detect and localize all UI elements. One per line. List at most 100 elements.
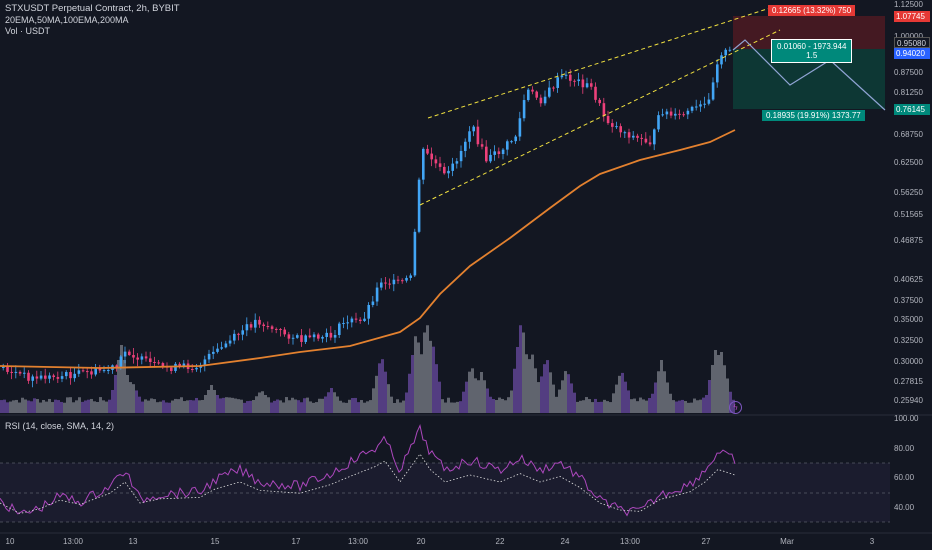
volume-bar [570,383,573,413]
candle-body [409,275,412,278]
time-axis-label: Mar [780,537,794,546]
volume-bar [207,390,210,413]
volume-bar [360,400,363,413]
candle-body [468,131,471,142]
volume-bar [186,400,189,413]
price-axis-label: 0.30000 [894,357,923,366]
volume-bar [129,382,132,413]
volume-bar [87,399,90,413]
volume-bar [318,398,321,413]
candle-body [283,329,286,335]
volume-bar [414,336,417,413]
candle-body [60,376,64,379]
volume-bar [726,378,729,413]
volume-bar [468,371,471,413]
candle-body [48,375,51,379]
volume-bar [411,355,414,413]
candle-body [417,179,421,232]
candle-body [493,151,496,155]
volume-bar [75,400,78,413]
volume-bar [51,402,54,413]
moving-average-line [0,129,736,369]
volume-bar [666,382,669,413]
volume-bar [336,396,339,413]
volume-bar [324,396,327,413]
volume-bar [93,401,96,413]
candle-body [44,375,47,379]
volume-bar [633,398,636,413]
volume-bar [255,396,258,413]
candle-body [86,371,89,373]
candle-body [174,363,177,371]
volume-bars [0,325,735,413]
volume-bar [57,400,60,413]
candle-body [405,277,408,281]
candle-body [312,334,316,338]
rsi-band [0,463,890,522]
volume-bar [648,398,651,413]
price-axis-label: 0.68750 [894,130,923,139]
volume-bar [114,375,117,413]
candle-body [2,366,5,368]
candle-body [535,91,538,98]
volume-bar [576,401,579,413]
candle-body [543,96,547,104]
candle-body [14,371,18,373]
candle-body [73,373,76,379]
volume-bar [537,382,540,413]
volume-bar [672,400,675,413]
volume-bar [357,402,360,413]
candle-body [577,79,580,82]
volume-bar [258,392,261,413]
volume-bar [489,396,492,413]
volume-bar [450,402,453,413]
volume-bar [507,397,510,413]
volume-bar [690,402,693,413]
price-axis-label: 1.12500 [894,0,923,9]
candle-body [65,372,68,377]
candle-body [342,323,345,325]
volume-bar [246,401,249,413]
profit-label[interactable]: 0.12665 (13.32%) 750 [768,5,856,16]
time-axis-label: 3 [869,537,875,546]
volume-bar [132,384,135,413]
candle-body [619,126,622,133]
candle-body [434,159,438,164]
indicator-legend[interactable]: 20EMA,50MA,100EMA,200MA [5,15,129,25]
candle-body [224,343,228,348]
candle-body [69,372,72,379]
volume-bar [321,398,324,413]
volume-bar [162,400,165,413]
candle-body [363,318,366,321]
candle-body [287,334,291,339]
time-axis-label: 13:00 [347,537,369,546]
volume-legend[interactable]: Vol · USDT [5,26,51,36]
candle-body [6,366,9,372]
candle-body [119,356,123,367]
candle-body [212,351,215,354]
candle-body [346,322,349,324]
volume-bar [549,372,552,413]
lightning-icon[interactable]: ϟ [729,401,742,414]
time-axis-label: 15 [210,537,220,546]
position-center-label[interactable]: 0.01060 - 1973.944 1.5 [771,39,853,63]
volume-bar [288,400,291,413]
price-axis-label: 0.87500 [894,68,923,77]
risk-label[interactable]: 0.18935 (19.91%) 1373.77 [762,110,865,121]
candlesticks [2,46,732,388]
candle-body [636,135,639,138]
volume-bar [306,397,309,413]
volume-bar [243,402,246,413]
candle-body [228,340,232,344]
candle-body [52,375,55,378]
volume-bar [330,388,333,413]
candle-body [170,367,173,371]
volume-bar [60,401,63,413]
volume-bar [612,393,615,413]
volume-bar [531,354,534,413]
rsi-legend[interactable]: RSI (14, close, SMA, 14, 2) [5,421,115,431]
volume-bar [264,395,267,413]
candle-body [674,113,677,116]
volume-bar [237,399,240,413]
